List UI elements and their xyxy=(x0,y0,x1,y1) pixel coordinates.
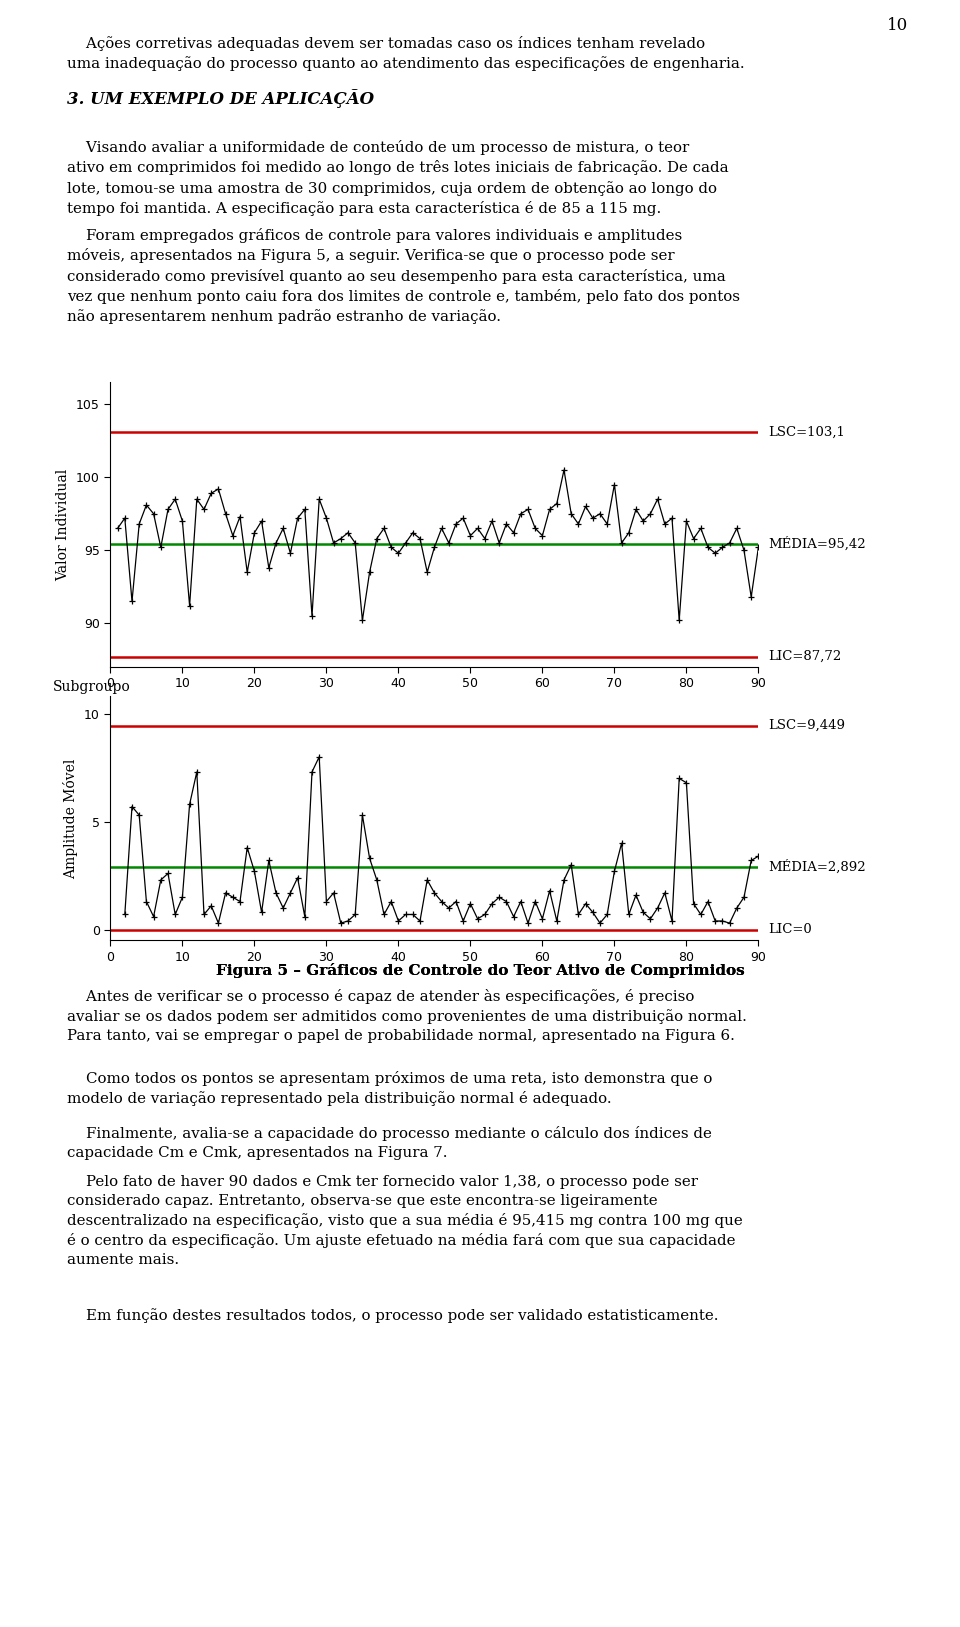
Text: Figura 5 – Gráficos de Controle do Teor Ativo de Comprimidos: Figura 5 – Gráficos de Controle do Teor … xyxy=(216,963,744,978)
Text: Visando avaliar a uniformidade de conteúdo de um processo de mistura, o teor
ati: Visando avaliar a uniformidade de conteú… xyxy=(67,140,729,216)
Text: Antes de verificar se o processo é capaz de atender às especificações, é preciso: Antes de verificar se o processo é capaz… xyxy=(67,989,747,1043)
Text: LSC=103,1: LSC=103,1 xyxy=(768,426,845,439)
Text: MÉDIA=95,42: MÉDIA=95,42 xyxy=(768,537,866,552)
Text: Finalmente, avalia-se a capacidade do processo mediante o cálculo dos índices de: Finalmente, avalia-se a capacidade do pr… xyxy=(67,1126,712,1160)
Text: MÉDIA=2,892: MÉDIA=2,892 xyxy=(768,861,866,874)
Text: Figura 5 – Gráficos de Controle do Teor Ativo de Comprimidos: Figura 5 – Gráficos de Controle do Teor … xyxy=(216,963,744,978)
Text: Em função destes resultados todos, o processo pode ser validado estatisticamente: Em função destes resultados todos, o pro… xyxy=(67,1308,719,1323)
Text: Como todos os pontos se apresentam próximos de uma reta, isto demonstra que o
mo: Como todos os pontos se apresentam próxi… xyxy=(67,1071,712,1106)
Text: Foram empregados gráficos de controle para valores individuais e amplitudes
móve: Foram empregados gráficos de controle pa… xyxy=(67,228,740,324)
Y-axis label: Valor Individual: Valor Individual xyxy=(57,469,70,581)
Text: Ações corretivas adequadas devem ser tomadas caso os índices tenham revelado
uma: Ações corretivas adequadas devem ser tom… xyxy=(67,36,745,72)
Text: 10: 10 xyxy=(887,18,908,34)
Text: Pelo fato de haver 90 dados e Cmk ter fornecido valor 1,38, o processo pode ser
: Pelo fato de haver 90 dados e Cmk ter fo… xyxy=(67,1175,743,1267)
Text: LIC=87,72: LIC=87,72 xyxy=(768,651,841,664)
Text: 3. UM EXEMPLO DE APLICAÇÃO: 3. UM EXEMPLO DE APLICAÇÃO xyxy=(67,89,374,109)
Text: Subgroupo: Subgroupo xyxy=(53,680,131,695)
Y-axis label: Amplitude Móvel: Amplitude Móvel xyxy=(63,758,79,879)
Text: LIC=0: LIC=0 xyxy=(768,923,812,936)
Text: LSC=9,449: LSC=9,449 xyxy=(768,719,845,732)
